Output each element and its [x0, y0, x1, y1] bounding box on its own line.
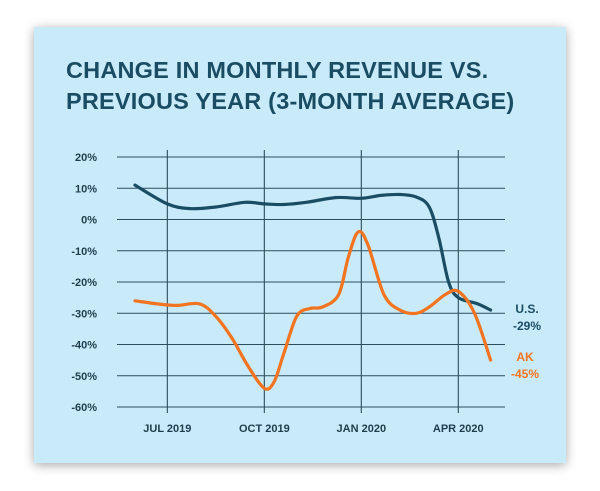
- y-tick-label-3: -10%: [71, 246, 97, 258]
- chart-card: [34, 27, 566, 463]
- y-tick-label-2: 0%: [81, 215, 97, 227]
- y-tick-label-1: 10%: [75, 183, 97, 195]
- series-line-us: [133, 183, 493, 312]
- chart-title-line-1: CHANGE IN MONTHLY REVENUE VS.: [66, 57, 489, 83]
- y-tick-label-5: -30%: [71, 308, 97, 320]
- x-tick-label-0: JUL 2019: [143, 423, 191, 435]
- vertical-gridlines: [166, 150, 459, 413]
- x-tick-label-1: OCT 2019: [239, 423, 290, 435]
- chart-title: CHANGE IN MONTHLY REVENUE VS. PREVIOUS Y…: [66, 55, 514, 117]
- series-end-labels: U.S. -29% AK -45%: [511, 302, 541, 381]
- y-tick-label-7: -50%: [71, 371, 97, 383]
- y-axis-tick-labels: 20% 10% 0% -10% -20% -30% -40% -50% -60%: [71, 152, 97, 414]
- y-tick-label-8: -60%: [71, 402, 97, 414]
- x-tick-label-3: APR 2020: [433, 423, 484, 435]
- chart-title-line-2: PREVIOUS YEAR (3-MONTH AVERAGE): [66, 88, 515, 114]
- series-line-ak: [133, 229, 493, 391]
- series-end-value-ak: -45%: [511, 367, 539, 381]
- series-lines: [133, 183, 493, 391]
- series-label-us: U.S.: [515, 302, 538, 316]
- series-end-value-us: -29%: [513, 319, 541, 333]
- x-axis-tick-labels: JUL 2019 OCT 2019 JAN 2020 APR 2020: [143, 423, 483, 435]
- y-tick-label-4: -20%: [71, 277, 97, 289]
- series-label-ak: AK: [516, 350, 534, 364]
- y-tick-label-0: 20%: [75, 152, 97, 164]
- horizontal-gridlines: [117, 156, 505, 408]
- y-tick-label-6: -40%: [71, 340, 97, 352]
- x-tick-label-2: JAN 2020: [337, 423, 387, 435]
